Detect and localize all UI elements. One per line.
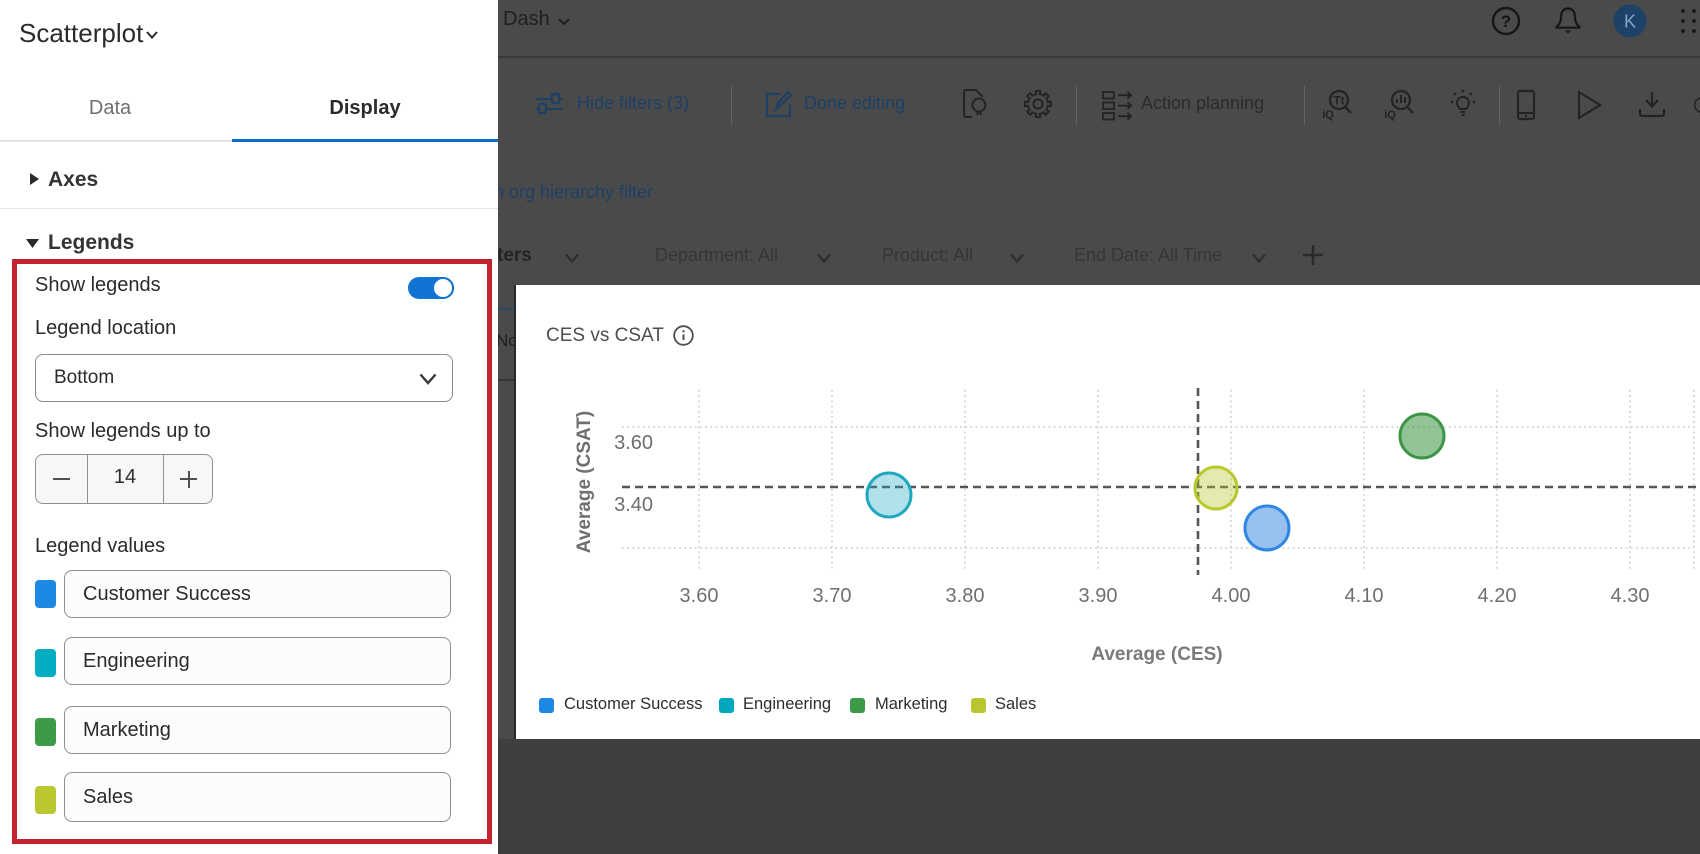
svg-text:iQ: iQ: [1323, 109, 1334, 121]
svg-text:iQ: iQ: [1385, 109, 1396, 121]
svg-text:Tt: Tt: [1333, 94, 1344, 108]
svg-text:?: ?: [1501, 12, 1511, 31]
svg-text:K: K: [1624, 12, 1636, 32]
